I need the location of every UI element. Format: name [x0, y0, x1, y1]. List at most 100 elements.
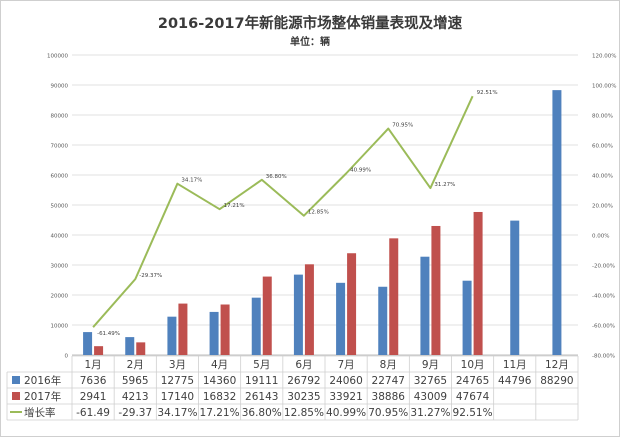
bar-2016 — [167, 316, 177, 355]
legend-label: 2017年 — [24, 390, 61, 403]
growth-point-label: 40.99% — [350, 168, 371, 174]
left-tick-label: 40000 — [51, 234, 69, 240]
table-cell: 40.99% — [326, 407, 366, 419]
bar-2016 — [462, 280, 472, 355]
right-tick-label: -20.00% — [592, 264, 615, 270]
bar-2016 — [251, 297, 261, 355]
bar-2016 — [336, 282, 346, 355]
table-cell: -61.49 — [76, 407, 110, 419]
table-cell: 44796 — [498, 375, 532, 387]
bar-2016 — [125, 337, 135, 355]
left-tick-label: 80000 — [51, 114, 69, 120]
bar-2016 — [378, 286, 388, 355]
bar-2017 — [473, 211, 483, 355]
left-tick-label: 30000 — [51, 264, 69, 270]
table-cell: -29.37 — [118, 407, 152, 419]
table-cell: 24060 — [329, 375, 362, 387]
table-cell: 88290 — [540, 375, 573, 387]
left-tick-label: 50000 — [51, 204, 69, 210]
table-cell: 34.17% — [157, 407, 197, 419]
bars — [83, 90, 562, 355]
right-tick-label: 80.00% — [592, 114, 613, 120]
right-axis: -80.00% -60.00% -40.00% -20.00% 0.00% 20.00% 4… — [592, 54, 616, 360]
x-tick-label: 1月 — [84, 359, 101, 371]
x-tick-label: 10月 — [461, 359, 485, 371]
left-tick-label: 10000 — [51, 324, 69, 330]
table-cell: 92.51% — [453, 407, 493, 419]
x-tick-label: 12月 — [545, 359, 569, 371]
growth-point-label: 36.80% — [266, 174, 287, 180]
growth-point-label: 17.21% — [224, 203, 245, 209]
bar-2016 — [209, 311, 219, 355]
legend-label: 2016年 — [24, 374, 61, 387]
table-cell: 36.80% — [242, 407, 282, 419]
table-cell: 12.85% — [284, 407, 324, 419]
table-cell: 31.27% — [410, 407, 450, 419]
table-cell: 22747 — [372, 375, 405, 387]
x-tick-label: 4月 — [211, 359, 228, 371]
gridlines — [72, 54, 578, 356]
x-tick-label: 7月 — [337, 359, 354, 371]
growth-point-label: 92.51% — [477, 90, 498, 96]
table-cell: 12775 — [161, 375, 194, 387]
bar-2017 — [178, 303, 188, 355]
right-tick-label: -40.00% — [592, 294, 615, 300]
left-axis: 0 10000 20000 30000 40000 50000 60000 70000 8000… — [47, 54, 69, 360]
right-tick-label: 20.00% — [592, 204, 613, 210]
table-cell: 24765 — [456, 375, 489, 387]
x-tick-label: 2月 — [127, 359, 144, 371]
table-cell: 70.95% — [368, 407, 408, 419]
legend-label: 增长率 — [24, 406, 56, 419]
bar-2017 — [136, 342, 146, 355]
bar-2017 — [220, 304, 230, 355]
bar-2017 — [347, 253, 357, 355]
right-tick-label: -80.00% — [592, 354, 615, 360]
right-tick-label: 0.00% — [592, 234, 609, 240]
growth-line: -61.49% -29.37% 34.17% 17.21% 36.80% 12.85% 40… — [92, 90, 498, 337]
bar-2016 — [420, 256, 430, 355]
table-cell: 4213 — [122, 391, 149, 403]
table-cell: 33921 — [329, 391, 362, 403]
bar-2017 — [304, 264, 314, 355]
left-tick-label: 20000 — [51, 294, 69, 300]
growth-point-label: -61.49% — [97, 331, 120, 337]
x-tick-label: 3月 — [169, 359, 186, 371]
right-tick-label: 120.00% — [592, 54, 616, 60]
bar-2017 — [94, 346, 104, 355]
x-tick-label: 9月 — [422, 359, 439, 371]
chart-title: 2016-2017年新能源市场整体销量表现及增速 — [157, 16, 463, 32]
x-tick-label: 6月 — [295, 359, 312, 371]
table-cell: 32765 — [414, 375, 447, 387]
table-cell: 14360 — [203, 375, 236, 387]
legend-swatch — [12, 392, 20, 400]
table-cell: 26792 — [287, 375, 320, 387]
table-cell: 19111 — [245, 375, 278, 387]
left-tick-label: 90000 — [51, 84, 69, 90]
table-cell: 5965 — [122, 375, 149, 387]
bar-2016 — [83, 332, 93, 355]
table-cell: 38886 — [372, 391, 406, 403]
right-tick-label: 100.00% — [592, 84, 616, 90]
x-tick-label: 8月 — [380, 359, 397, 371]
table-cell: 17.21% — [200, 407, 240, 419]
legend-swatch — [12, 376, 20, 384]
table-cell: 47674 — [456, 391, 490, 403]
bar-2017 — [431, 225, 441, 355]
x-tick-label: 5月 — [253, 359, 270, 371]
growth-polyline — [92, 95, 474, 328]
growth-point-label: 70.95% — [392, 123, 413, 129]
table-cell: 2941 — [80, 391, 107, 403]
table-cell: 26143 — [245, 391, 278, 403]
growth-point-label: 12.85% — [308, 210, 329, 216]
table-cell: 7636 — [80, 375, 107, 387]
left-tick-label: 100000 — [47, 54, 68, 60]
growth-point-label: -29.37% — [139, 273, 162, 279]
right-tick-label: 60.00% — [592, 144, 613, 150]
left-tick-label: 0 — [65, 354, 69, 360]
table-cell: 16832 — [203, 391, 236, 403]
data-table: 1月 2月 3月 4月 5月 6月 7月 8月 9月 10月 11月 12月 2016年 7636 5965… — [6, 355, 579, 421]
table-cell: 17140 — [161, 391, 194, 403]
bar-2016 — [510, 220, 520, 355]
